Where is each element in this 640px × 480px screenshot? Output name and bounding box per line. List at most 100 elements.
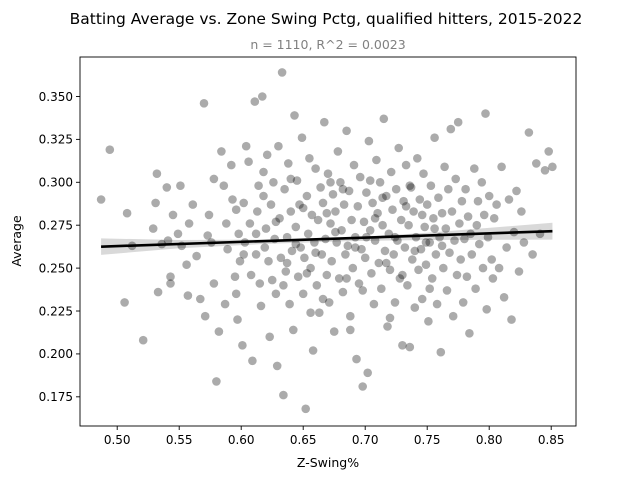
data-point — [414, 265, 423, 275]
data-point — [512, 186, 521, 196]
data-point — [322, 208, 332, 218]
data-point — [336, 178, 345, 187]
data-point — [305, 154, 314, 163]
data-point — [337, 226, 346, 235]
data-point — [461, 184, 470, 194]
data-point — [465, 329, 474, 338]
data-point — [502, 243, 511, 252]
data-point — [222, 219, 231, 228]
data-point — [269, 178, 278, 187]
data-point — [280, 184, 289, 194]
data-point — [355, 172, 365, 182]
data-point — [279, 390, 288, 400]
data-point — [470, 164, 479, 173]
data-point — [239, 250, 248, 259]
data-point — [183, 291, 193, 300]
data-point — [286, 174, 296, 184]
data-point — [168, 210, 178, 220]
x-tick-label: 0.80 — [476, 433, 503, 447]
data-point — [372, 155, 381, 165]
data-point — [284, 159, 293, 168]
y-axis-ticks: 0.175 0.200 0.225 0.250 0.275 0.300 0.325 0.350 — [39, 90, 80, 404]
data-point — [348, 263, 358, 273]
data-point — [274, 141, 283, 151]
data-point — [259, 191, 268, 201]
data-point — [302, 269, 312, 278]
data-point — [313, 215, 323, 225]
data-point — [302, 191, 312, 201]
data-point — [475, 239, 484, 249]
data-point — [267, 275, 277, 285]
data-point — [258, 92, 267, 101]
data-point — [182, 260, 191, 270]
data-point — [252, 207, 262, 216]
data-point — [306, 263, 315, 273]
data-point — [483, 232, 493, 242]
data-point — [482, 305, 492, 314]
data-point — [296, 243, 306, 252]
data-point — [484, 191, 494, 201]
data-point — [382, 191, 391, 201]
data-point — [324, 298, 334, 307]
data-point — [342, 126, 351, 136]
data-point — [209, 279, 219, 288]
data-point — [374, 258, 384, 268]
data-point — [276, 253, 286, 263]
data-point — [346, 311, 355, 321]
data-point — [254, 181, 263, 190]
data-point — [122, 208, 132, 218]
data-points — [96, 68, 557, 414]
y-tick-label: 0.200 — [39, 347, 73, 361]
x-tick-label: 0.55 — [166, 433, 193, 447]
data-point — [446, 124, 456, 134]
data-point — [333, 147, 343, 156]
data-point — [255, 279, 265, 288]
data-point — [96, 195, 106, 204]
data-point — [379, 114, 389, 124]
data-point — [209, 174, 219, 184]
data-point — [460, 234, 469, 244]
data-point — [245, 219, 255, 228]
data-point — [293, 272, 303, 282]
data-point — [332, 238, 342, 247]
data-point — [462, 272, 472, 282]
data-point — [301, 404, 311, 414]
data-point — [427, 274, 437, 283]
data-point — [317, 250, 327, 259]
data-point — [241, 141, 251, 151]
data-point — [382, 258, 391, 268]
data-point — [217, 147, 226, 156]
data-point — [343, 241, 353, 251]
data-point — [364, 136, 374, 146]
y-tick-label: 0.325 — [39, 133, 73, 147]
data-point — [322, 270, 332, 280]
data-point — [339, 200, 349, 209]
data-point — [328, 190, 338, 199]
data-point — [287, 246, 297, 256]
data-point — [421, 260, 431, 270]
y-axis-label: Average — [9, 215, 24, 267]
data-point — [251, 250, 261, 259]
data-point — [353, 202, 363, 211]
data-point — [532, 159, 541, 168]
data-point — [456, 255, 466, 264]
data-point — [434, 193, 443, 202]
data-point — [318, 294, 328, 304]
data-point — [153, 287, 163, 297]
data-point — [398, 341, 407, 350]
data-point — [439, 263, 448, 273]
data-point — [378, 193, 387, 202]
data-point — [162, 183, 172, 192]
data-point — [419, 169, 428, 178]
data-point — [363, 368, 373, 378]
data-point — [540, 166, 550, 175]
data-point — [440, 162, 449, 172]
chart-title: Batting Average vs. Zone Swing Pctg, qua… — [70, 10, 583, 28]
data-point — [409, 207, 418, 216]
data-point — [297, 133, 307, 142]
data-point — [424, 317, 433, 326]
data-point — [275, 214, 284, 223]
data-point — [291, 239, 301, 249]
data-point — [329, 327, 339, 336]
data-point — [362, 188, 371, 197]
